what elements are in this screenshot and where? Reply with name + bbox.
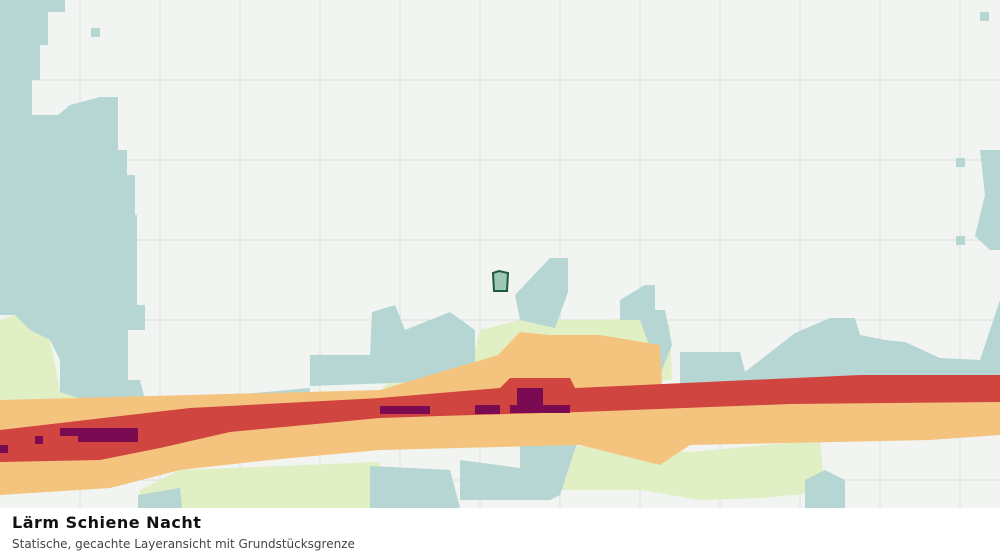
noise-layer (0, 0, 1000, 508)
noise-area (515, 258, 568, 328)
noise-area (980, 12, 989, 21)
noise-area (805, 470, 845, 508)
noise-area (680, 300, 1000, 386)
noise-area (35, 436, 43, 444)
noise-area (138, 488, 182, 508)
panel-subtitle: Statische, gecachte Layeransicht mit Gru… (12, 537, 355, 551)
parcel-boundary[interactable] (491, 269, 510, 292)
noise-area (956, 236, 965, 245)
noise-area (0, 445, 8, 453)
info-panel (0, 508, 1000, 560)
noise-area (510, 405, 570, 413)
noise-area (380, 406, 430, 414)
noise-area (370, 466, 460, 508)
noise-area (91, 28, 100, 37)
noise-area (956, 158, 965, 167)
noise-area (78, 428, 138, 442)
panel-title: Lärm Schiene Nacht (12, 513, 201, 532)
noise-area (0, 375, 1000, 462)
noise-area (310, 305, 475, 386)
noise-area (975, 150, 1000, 250)
noise-area (475, 405, 500, 414)
noise-area (140, 462, 380, 508)
noise-area (60, 428, 80, 436)
noise-area (0, 0, 145, 405)
noise-area (0, 315, 150, 410)
